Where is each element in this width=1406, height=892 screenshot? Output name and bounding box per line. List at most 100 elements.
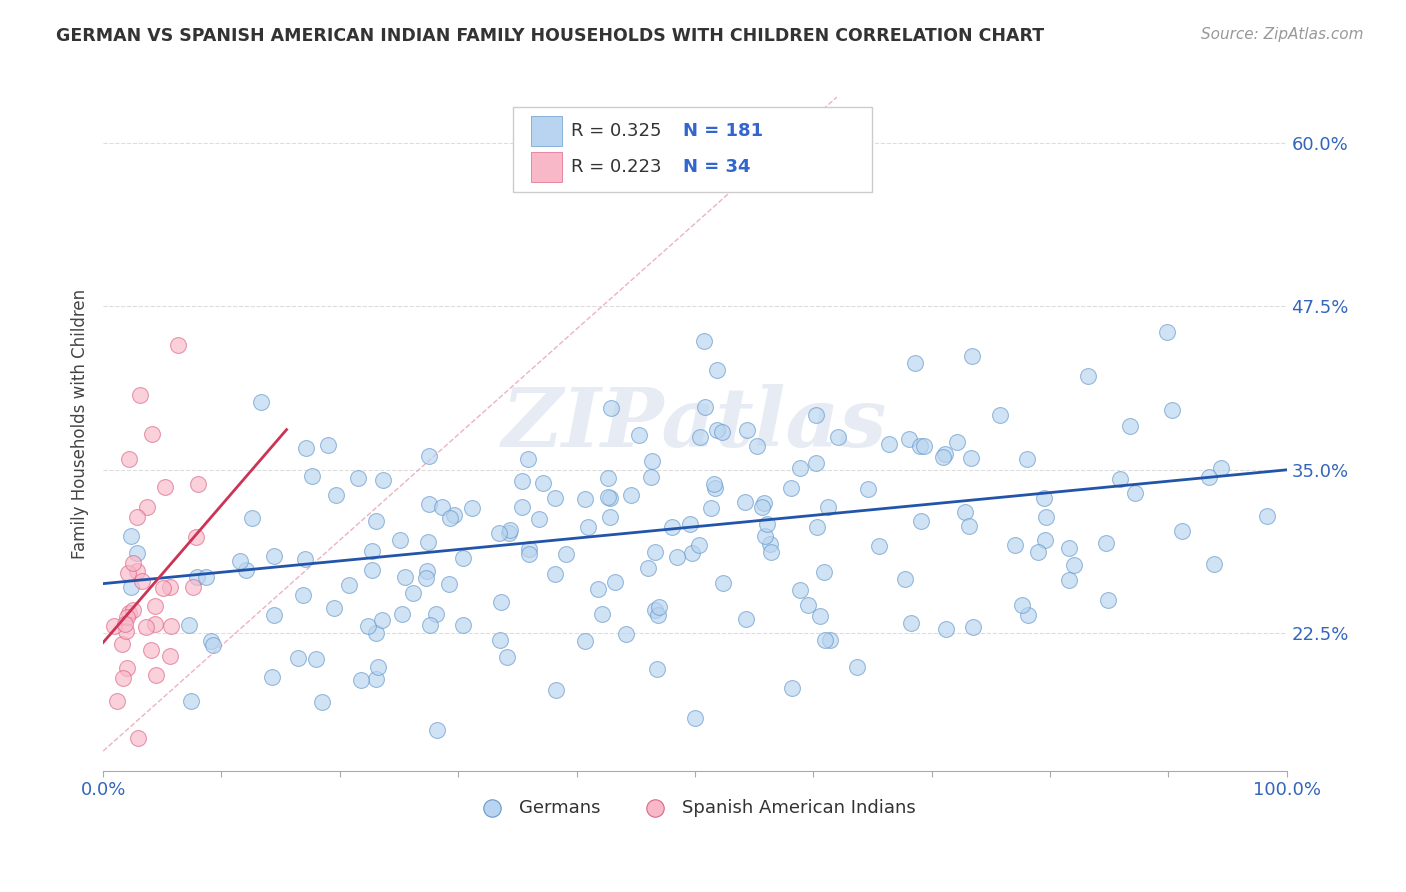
Point bbox=[122, 603, 145, 617]
Point bbox=[600, 401, 623, 415]
Point bbox=[599, 491, 621, 505]
Point bbox=[127, 564, 149, 578]
Point bbox=[235, 563, 257, 577]
Point bbox=[1017, 607, 1039, 622]
Point bbox=[510, 500, 533, 515]
Point bbox=[488, 633, 510, 648]
Point bbox=[1119, 419, 1142, 434]
Point bbox=[1202, 557, 1225, 571]
Point bbox=[1209, 460, 1232, 475]
Point bbox=[789, 582, 811, 597]
Point bbox=[461, 501, 484, 516]
Point bbox=[894, 572, 917, 586]
Point bbox=[759, 545, 782, 559]
Point bbox=[337, 578, 360, 592]
Point bbox=[136, 500, 159, 514]
Point bbox=[804, 409, 827, 423]
Point bbox=[120, 580, 142, 594]
Point bbox=[111, 671, 134, 685]
Point bbox=[1256, 509, 1278, 524]
Point bbox=[122, 557, 145, 571]
Point bbox=[900, 616, 922, 631]
Point bbox=[117, 661, 139, 675]
Point bbox=[934, 447, 956, 461]
Point bbox=[430, 500, 453, 515]
Point bbox=[858, 482, 880, 496]
Point bbox=[780, 481, 803, 495]
Point bbox=[357, 619, 380, 633]
Point bbox=[1063, 558, 1085, 573]
Point bbox=[935, 622, 957, 636]
Point bbox=[200, 633, 222, 648]
Point bbox=[877, 437, 900, 451]
Point bbox=[574, 633, 596, 648]
Point bbox=[451, 551, 474, 566]
Point bbox=[808, 609, 831, 624]
Point bbox=[703, 476, 725, 491]
Point bbox=[159, 580, 181, 594]
Point bbox=[747, 439, 769, 453]
Point bbox=[402, 586, 425, 600]
Point bbox=[661, 520, 683, 534]
Point bbox=[143, 617, 166, 632]
Point bbox=[818, 632, 841, 647]
Point bbox=[145, 667, 167, 681]
Text: N = 181: N = 181 bbox=[683, 122, 763, 140]
Point bbox=[644, 545, 666, 559]
Point bbox=[153, 480, 176, 494]
Point bbox=[295, 441, 318, 455]
Point bbox=[789, 460, 811, 475]
Point bbox=[932, 450, 955, 465]
Point bbox=[263, 607, 285, 622]
Point bbox=[120, 529, 142, 543]
Point bbox=[752, 496, 775, 510]
Point bbox=[263, 549, 285, 563]
Point bbox=[177, 617, 200, 632]
Point bbox=[318, 438, 340, 452]
Point bbox=[685, 711, 707, 725]
Point bbox=[301, 468, 323, 483]
Text: Source: ZipAtlas.com: Source: ZipAtlas.com bbox=[1201, 27, 1364, 42]
Point bbox=[953, 504, 976, 518]
Point bbox=[118, 607, 141, 621]
Point bbox=[426, 723, 449, 738]
Point bbox=[946, 434, 969, 449]
Point bbox=[1011, 598, 1033, 612]
Point bbox=[416, 564, 439, 578]
Point bbox=[131, 574, 153, 589]
Point bbox=[846, 660, 869, 674]
Point bbox=[1057, 541, 1080, 556]
Point bbox=[361, 544, 384, 558]
Point bbox=[499, 523, 522, 537]
Point bbox=[596, 471, 619, 485]
Point bbox=[1171, 524, 1194, 538]
Point bbox=[425, 607, 447, 622]
Point bbox=[897, 432, 920, 446]
Point bbox=[1095, 535, 1118, 549]
Point bbox=[679, 516, 702, 531]
Point bbox=[202, 638, 225, 652]
Point bbox=[437, 577, 460, 591]
Point bbox=[114, 617, 136, 632]
Point bbox=[127, 546, 149, 560]
Point bbox=[141, 427, 163, 442]
Point bbox=[1077, 368, 1099, 383]
Point bbox=[186, 530, 208, 544]
Point bbox=[370, 614, 392, 628]
Point bbox=[804, 457, 827, 471]
Point bbox=[1026, 544, 1049, 558]
Point bbox=[249, 395, 271, 409]
Point bbox=[366, 672, 388, 686]
Point bbox=[416, 534, 439, 549]
Point bbox=[620, 487, 643, 501]
Point bbox=[229, 554, 252, 568]
Point bbox=[159, 648, 181, 663]
Point bbox=[347, 471, 370, 485]
Point bbox=[311, 695, 333, 709]
Point bbox=[1097, 593, 1119, 607]
Point bbox=[489, 595, 512, 609]
Text: R = 0.325: R = 0.325 bbox=[571, 122, 661, 140]
Point bbox=[591, 607, 613, 621]
Legend: Germans, Spanish American Indians: Germans, Spanish American Indians bbox=[467, 791, 922, 824]
Text: GERMAN VS SPANISH AMERICAN INDIAN FAMILY HOUSEHOLDS WITH CHILDREN CORRELATION CH: GERMAN VS SPANISH AMERICAN INDIAN FAMILY… bbox=[56, 27, 1045, 45]
